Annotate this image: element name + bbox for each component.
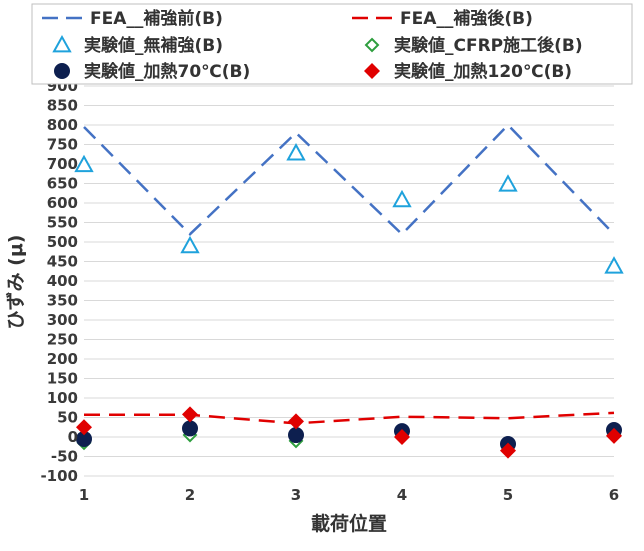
y-tick-label: 450	[47, 253, 78, 271]
y-tick-label: 350	[47, 292, 78, 310]
series-5-point	[500, 442, 516, 459]
legend-box	[31, 3, 633, 85]
series-5-point	[606, 427, 622, 444]
x-tick-label: 5	[503, 486, 513, 504]
legend-label-3: 実験値_CFRP施工後(B)	[394, 35, 583, 56]
x-tick-label: 3	[291, 486, 301, 504]
y-tick-label: 600	[47, 194, 78, 212]
legend-swatch-3	[364, 37, 380, 53]
y-tick-label: 150	[47, 370, 78, 388]
x-tick-label: 4	[397, 486, 407, 504]
legend-label-1: FEA__補強後(B)	[400, 8, 533, 29]
y-tick-label: 850	[47, 97, 78, 115]
y-tick-label: 0	[68, 428, 78, 446]
legend: FEA__補強前(B) FEA__補強後(B) 実験値_無補強(B) 実験値_CFRP…	[31, 3, 633, 85]
y-axis-title: ひずみ (μ)	[5, 235, 27, 330]
y-tick-label: 550	[47, 214, 78, 232]
legend-swatch-2	[52, 34, 72, 53]
legend-label-2: 実験値_無補強(B)	[84, 35, 223, 56]
series-4-point	[182, 420, 198, 437]
y-tick-label: -50	[51, 448, 78, 466]
legend-swatch-5	[364, 63, 380, 79]
series-line-0	[83, 123, 615, 236]
y-tick-label: 100	[47, 389, 78, 407]
series-5-point	[76, 419, 92, 436]
series-2-point	[604, 256, 624, 274]
y-tick-label: 650	[47, 175, 78, 193]
series-2-point	[180, 235, 200, 254]
y-tick-label: 750	[47, 136, 78, 154]
y-tick-label: 400	[47, 272, 78, 290]
series-5-point	[182, 406, 198, 423]
series-2-point	[286, 143, 306, 161]
series-5-point	[394, 429, 410, 445]
legend-label-0: FEA__補強前(B)	[90, 8, 223, 29]
y-tick-label: 250	[47, 331, 78, 349]
x-axis-title: 載荷位置	[311, 512, 387, 535]
legend-swatch-4	[54, 63, 70, 79]
y-tick-label: 800	[47, 116, 78, 134]
series-4-point	[76, 430, 92, 447]
y-tick-label: 50	[57, 409, 78, 427]
y-tick-label: 500	[47, 233, 78, 251]
x-tick-label: 6	[609, 486, 619, 504]
gridlines	[84, 85, 614, 477]
series-2-point	[498, 174, 518, 192]
legend-label-4: 実験値_加熱70℃(B)	[84, 61, 250, 82]
y-tick-label: 200	[47, 350, 78, 368]
series-2-point	[74, 154, 94, 173]
x-tick-label: 2	[185, 486, 195, 504]
series-layer	[74, 123, 624, 459]
y-tick-label: 300	[47, 311, 78, 329]
series-4-point	[288, 427, 304, 444]
series-line-1	[84, 411, 615, 425]
legend-label-5: 実験値_加熱120℃(B)	[394, 61, 572, 82]
x-tick-label: 1	[79, 486, 89, 504]
series-2-point	[392, 189, 412, 208]
y-tick-label: -100	[40, 467, 78, 485]
series-5-point	[288, 413, 304, 430]
y-tick-label: 700	[47, 155, 78, 173]
